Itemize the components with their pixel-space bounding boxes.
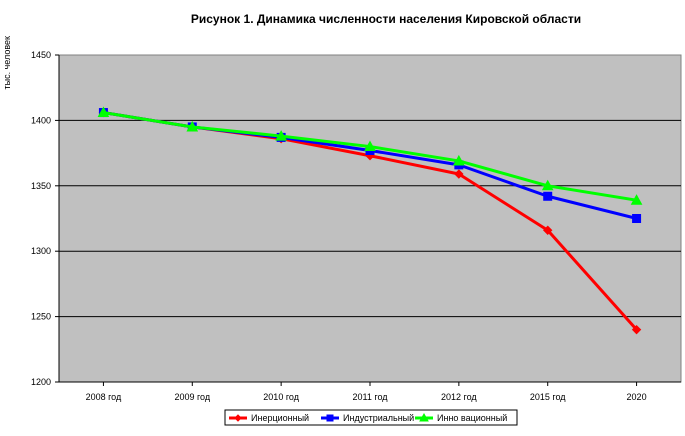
legend-item: Инерционный <box>229 413 309 423</box>
data-point-marker <box>453 154 465 166</box>
data-point-marker <box>543 191 553 201</box>
data-point-marker <box>364 140 376 152</box>
x-tick-label: 2020 <box>627 392 647 402</box>
data-point-marker <box>631 324 642 335</box>
plot-area <box>58 54 682 383</box>
legend-box <box>224 409 518 426</box>
legend-label: Индустриальный <box>343 413 414 423</box>
y-tick-labels: 1200 1250 1300 1350 1400 1450 <box>31 50 51 387</box>
data-point-marker <box>541 179 554 191</box>
legend: Инерционный Индустриальный Инно вационный <box>224 409 518 426</box>
data-point-marker <box>543 225 553 235</box>
data-point-marker <box>275 130 287 141</box>
gridlines <box>59 119 681 318</box>
legend-label: Инерционный <box>251 413 309 423</box>
data-point-marker <box>97 106 110 118</box>
legend-item: Инно вационный <box>415 412 507 423</box>
x-tick-label: 2012 год <box>441 392 477 402</box>
x-tick-label: 2015 год <box>530 392 566 402</box>
y-tick-label: 1300 <box>31 246 51 256</box>
y-axis-label: тыс. человек <box>2 36 12 90</box>
legend-label: Инно вационный <box>437 413 507 423</box>
y-tick-label: 1250 <box>31 312 51 322</box>
x-tick-label: 2009 год <box>174 392 210 402</box>
data-point-marker <box>630 194 643 205</box>
data-point-marker <box>632 214 642 223</box>
x-tick-label: 2011 год <box>353 392 389 402</box>
data-point-marker <box>326 414 334 422</box>
data-point-marker <box>454 169 464 179</box>
legend-item: Индустриальный <box>321 413 414 423</box>
data-point-marker <box>419 412 429 422</box>
chart-title: Рисунок 1. Динамика численности населени… <box>191 12 581 26</box>
series-3 <box>97 106 643 205</box>
y-tick-label: 1400 <box>31 115 51 125</box>
x-tick-label: 2008 год <box>86 392 122 402</box>
data-point-marker <box>234 414 242 422</box>
y-tick-label: 1450 <box>31 50 51 60</box>
axes <box>55 54 681 386</box>
y-tick-label: 1350 <box>31 181 51 191</box>
x-tick-labels: 2008 год 2009 год 2010 год 2011 год 2012 год… <box>86 392 647 402</box>
series-lines <box>97 106 643 335</box>
data-point-marker <box>186 120 199 132</box>
y-tick-label: 1200 <box>31 377 51 387</box>
x-tick-label: 2010 год <box>263 392 299 402</box>
